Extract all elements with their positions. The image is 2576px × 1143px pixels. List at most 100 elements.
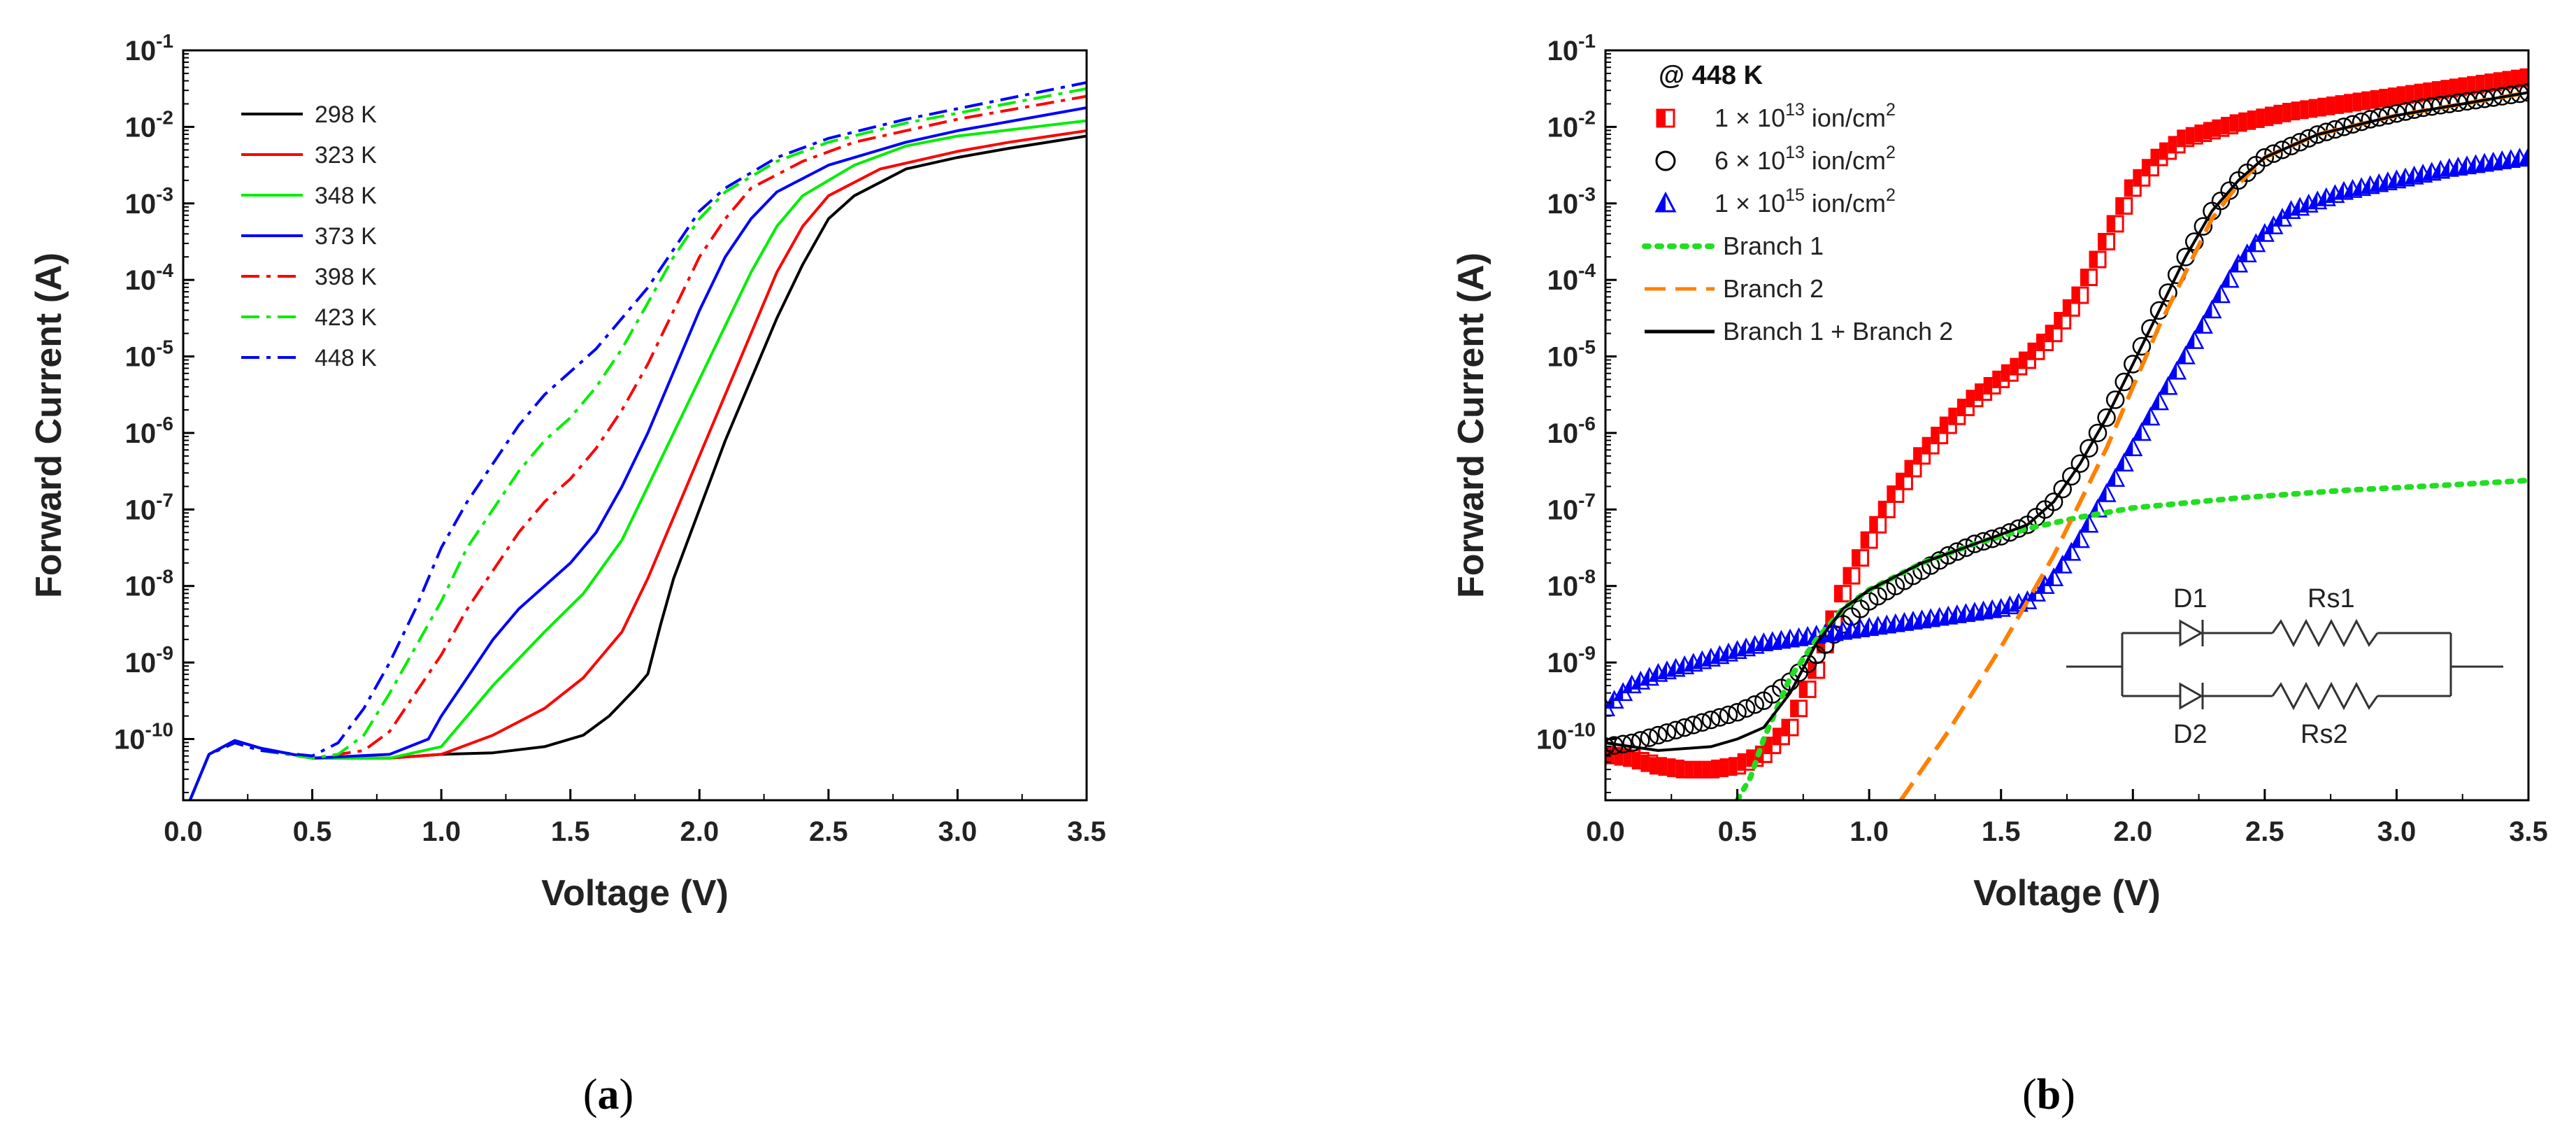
marker-triangle-fill <box>2265 217 2274 234</box>
y-tick-label: 10-10 <box>1536 718 1596 755</box>
marker-circle <box>2115 372 2133 392</box>
legend-label-sup: 2 <box>1886 143 1896 162</box>
marker-square-fill <box>1738 754 1747 770</box>
marker-square-fill <box>2283 104 2291 120</box>
marker-triangle-fill <box>1843 621 1852 638</box>
marker-triangle-fill <box>1957 604 1966 621</box>
legend-entry-a-3: 373 K <box>241 223 377 250</box>
marker-triangle-fill <box>2124 439 2133 455</box>
y-tick-label: 10-7 <box>1547 489 1596 525</box>
marker-square-fill <box>2485 74 2493 90</box>
y-axis-label-b: Forward Current (A) <box>1451 253 1491 598</box>
marker-square-fill <box>1852 550 1861 566</box>
marker-triangle-fill <box>1887 615 1896 632</box>
legend-label: 1 × 1015 ion/cm2 <box>1715 185 1896 218</box>
legend-label: 373 K <box>315 223 377 250</box>
marker-square-fill <box>1773 728 1782 744</box>
marker-square-fill <box>2256 109 2265 125</box>
marker-square-fill <box>1721 759 1729 775</box>
legend-entry-a-2: 348 K <box>241 183 377 209</box>
x-tick-labels-b: 0.0 0.5 1.0 1.5 2.0 2.5 3.0 3.5 <box>1586 816 2548 847</box>
marker-triangle-fill <box>1966 604 1975 620</box>
marker-square-fill <box>2327 97 2335 113</box>
legend-entry-a-0: 298 K <box>241 101 377 128</box>
marker-square-fill <box>1887 486 1896 502</box>
y-tick-base: 10 <box>1547 36 1579 66</box>
marker-triangle-fill <box>2238 245 2247 262</box>
y-tick-base: 10 <box>125 648 157 679</box>
series-clip-b <box>1605 68 2528 800</box>
marker-circle <box>1710 708 1729 727</box>
marker-triangle-fill <box>2247 235 2256 252</box>
y-tick-base: 10 <box>1547 495 1579 525</box>
legend-entry-a-6: 448 K <box>241 345 377 371</box>
y-tick-label: 10-3 <box>1547 183 1596 220</box>
marker-square-fill <box>2046 325 2054 341</box>
marker-square-fill <box>2054 313 2063 329</box>
legend-label-sup: 2 <box>1886 185 1896 205</box>
y-axis-label-a: Forward Current (A) <box>29 253 69 598</box>
y-tick-label: 10-4 <box>1547 260 1596 296</box>
legend-label: 6 × 1013 ion/cm2 <box>1715 143 1896 175</box>
x-tick-label: 1.5 <box>1982 816 2021 847</box>
marker-square-fill <box>1931 427 1940 443</box>
marker-circle <box>2282 136 2300 155</box>
marker-square-fill <box>1633 753 1641 769</box>
legend-entry-a-5: 423 K <box>241 304 377 331</box>
marker-square-fill <box>2063 300 2072 316</box>
y-tick-exp: -10 <box>145 718 173 740</box>
marker-triangle-fill <box>2423 164 2432 180</box>
marker-circle <box>1657 723 1677 742</box>
panel-label-b-letter: b <box>2037 1071 2061 1119</box>
y-tick-exp: -9 <box>1578 642 1596 664</box>
legend-label: 423 K <box>315 304 377 331</box>
marker-square-fill <box>1975 384 1984 400</box>
marker-square-fill <box>1958 399 1966 416</box>
panel-label-a: (a) <box>583 1071 634 1119</box>
y-tick-exp: -7 <box>1578 489 1596 511</box>
y-tick-exp: -4 <box>156 260 173 281</box>
x-tick-label: 1.0 <box>1849 816 1889 847</box>
y-tick-exp: -7 <box>156 489 173 511</box>
marker-square-fill <box>2477 76 2485 92</box>
y-tick-exp: -9 <box>156 642 173 664</box>
marker-triangle-fill <box>1746 637 1755 653</box>
tick-marks-a <box>182 49 1088 800</box>
y-tick-label: 10-10 <box>114 718 173 755</box>
marker-triangle-fill <box>1623 676 1632 693</box>
diode-d1-icon <box>2179 619 2204 647</box>
x-tick-label: 2.5 <box>809 816 848 847</box>
marker-square-fill <box>2354 93 2362 109</box>
series-b-2-markers <box>1605 146 2528 716</box>
series-a-6-line <box>188 80 1087 800</box>
marker-triangle-fill <box>2054 556 2063 573</box>
x-tick-label: 0.5 <box>1718 816 1757 847</box>
marker-triangle-fill <box>2212 286 2221 303</box>
legend-swatch-fill <box>1657 110 1666 127</box>
marker-square-fill <box>2037 334 2045 350</box>
marker-triangle-fill <box>1667 660 1676 676</box>
marker-circle <box>1666 720 1685 739</box>
y-tick-exp: -4 <box>1578 260 1596 281</box>
marker-square-fill <box>1949 409 1957 425</box>
y-tick-base: 10 <box>125 572 157 602</box>
marker-circle <box>1622 733 1641 753</box>
marker-triangle-fill <box>1676 657 1685 674</box>
marker-square-fill <box>2433 82 2441 98</box>
marker-square-fill <box>1905 460 1913 476</box>
marker-square-fill <box>2380 90 2388 106</box>
marker-triangle-fill <box>1922 610 1931 627</box>
marker-triangle-fill <box>1905 612 1913 629</box>
marker-triangle-fill <box>2326 185 2335 202</box>
panel-label-a-open: ( <box>583 1071 598 1119</box>
marker-square-fill <box>2142 159 2151 176</box>
x-tick-label: 3.5 <box>1067 816 1106 847</box>
marker-square-fill <box>2028 343 2036 360</box>
legend-label: 323 K <box>315 142 377 169</box>
marker-square-fill <box>2494 73 2503 89</box>
marker-triangle-fill <box>1782 630 1790 647</box>
legend-title: @ 448 K <box>1659 61 1763 90</box>
y-tick-base: 10 <box>1547 418 1579 449</box>
